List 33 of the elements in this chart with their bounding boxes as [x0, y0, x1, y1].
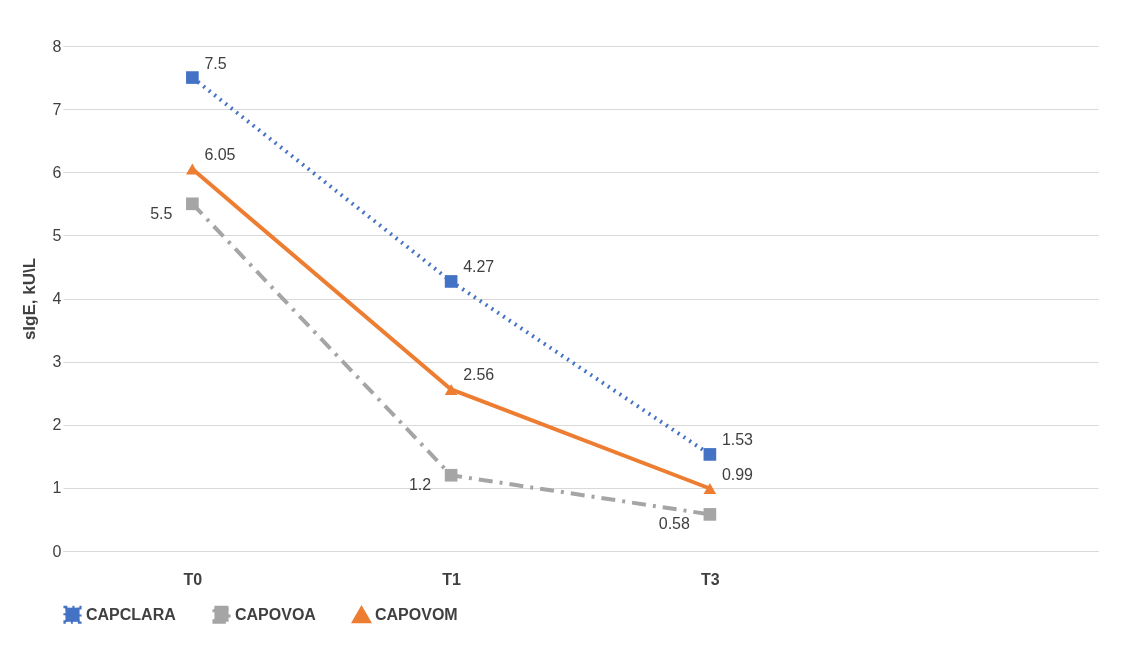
data-label: 0.99 [721, 465, 754, 483]
point [444, 383, 458, 395]
y-tick-label: 8 [52, 37, 62, 55]
legend-label: CAPOVOM [375, 606, 458, 624]
y-tick-label: 7 [52, 100, 62, 118]
y-tick-label: 3 [52, 353, 62, 371]
data-label: 6.05 [204, 146, 236, 164]
data-label: 0.58 [658, 515, 690, 533]
point [703, 483, 717, 494]
y-tick-label: 6 [52, 163, 62, 181]
point [703, 448, 717, 461]
y-tick-label: 0 [52, 542, 62, 560]
data-label: 4.27 [463, 258, 495, 276]
x-tick-label: T0 [183, 570, 203, 588]
data-label: 5.5 [150, 204, 173, 222]
y-tick-label: 4 [52, 290, 62, 307]
point [444, 275, 458, 288]
legend-label: CAPOVOA [235, 605, 317, 623]
y-tick-label: 2 [52, 416, 62, 434]
data-label: 1.2 [408, 476, 432, 494]
data-label: 1.53 [721, 431, 754, 449]
data-label: 2.56 [463, 366, 495, 384]
point [186, 71, 199, 84]
point [186, 197, 199, 211]
y-tick-label: 1 [52, 479, 62, 497]
point [703, 508, 717, 521]
x-tick-label: T1 [442, 570, 462, 588]
y-tick-label: 5 [52, 226, 62, 244]
y-axis-title: sIgE, kU\L [19, 257, 39, 341]
point [444, 468, 458, 482]
data-label: 7.5 [204, 54, 227, 72]
x-tick-label: T3 [701, 570, 720, 588]
legend-label: CAPCLARA [86, 605, 177, 623]
